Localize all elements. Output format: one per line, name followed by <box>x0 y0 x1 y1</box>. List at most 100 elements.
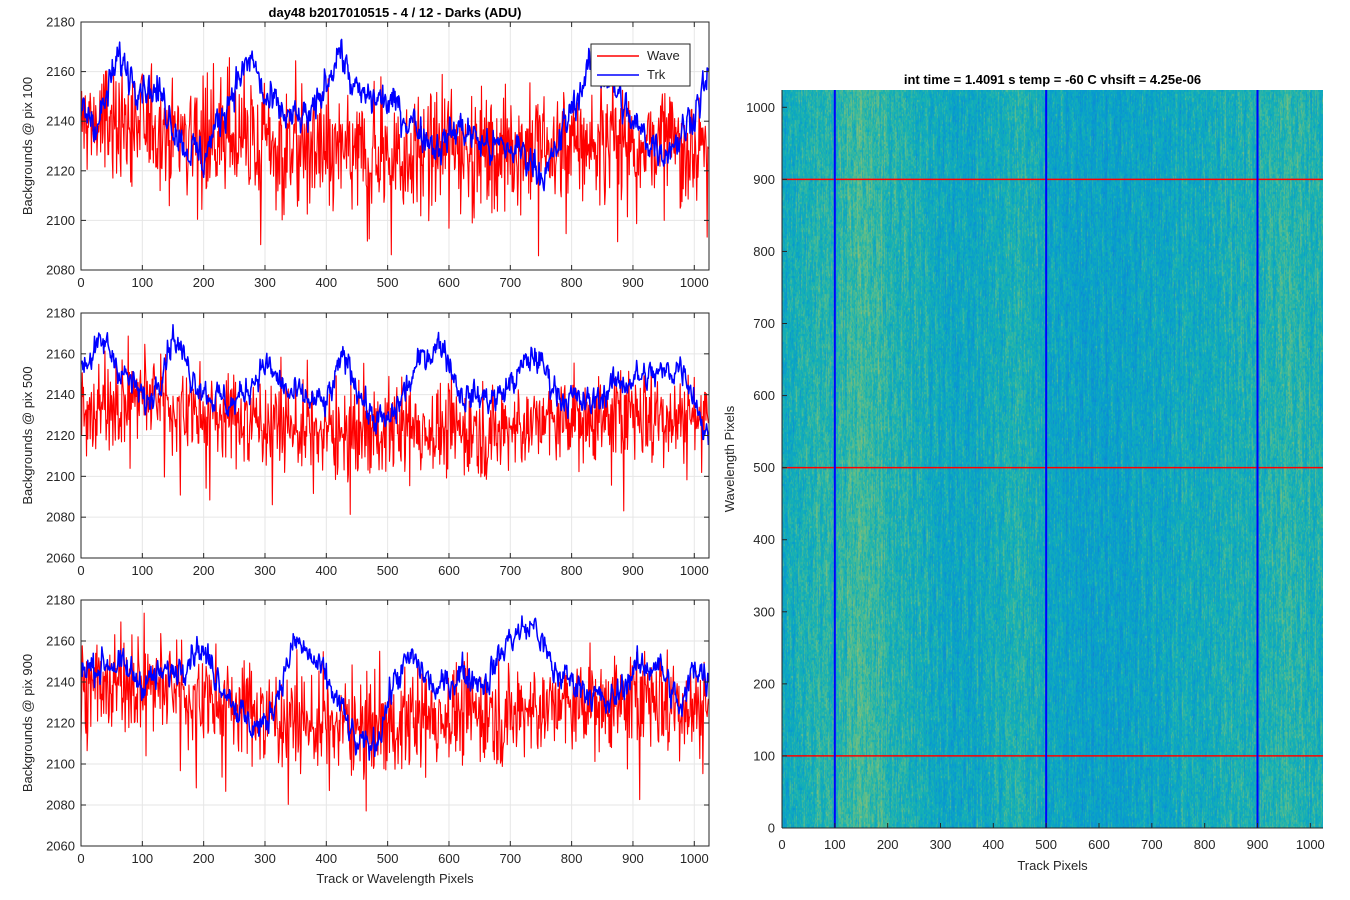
x-tick-label: 200 <box>193 851 215 866</box>
y-tick-label: 2120 <box>46 163 75 178</box>
line-chart-pix-500: 0 100 200 300 400 500 600 700 800 900 1000 2060 2080… <box>20 306 710 578</box>
y-tick-label: 2180 <box>46 593 75 608</box>
y-axis-label: Wavelength Pixels <box>722 405 737 512</box>
x-tick-label: 400 <box>315 851 337 866</box>
x-tick-label: 900 <box>622 563 644 578</box>
x-tick-label: 900 <box>622 275 644 290</box>
x-tick-label: 100 <box>824 837 846 852</box>
x-tick-label: 300 <box>254 275 276 290</box>
y-tick-label: 700 <box>753 316 775 331</box>
axes-box <box>80 21 710 271</box>
x-tick-label: 900 <box>1247 837 1269 852</box>
series-line-trk <box>81 615 709 761</box>
heatmap-chart: 0 100 200 300 400 500 600 700 800 900 1000 0 100 200 3… <box>722 72 1325 873</box>
x-tick-label: 600 <box>438 563 460 578</box>
legend-label: Wave <box>647 48 680 63</box>
y-tick-label: 2160 <box>46 64 75 79</box>
x-tick-label: 500 <box>377 851 399 866</box>
x-tick-label: 100 <box>131 563 153 578</box>
legend: Wave Trk <box>590 43 691 87</box>
x-tick-label: 800 <box>561 851 583 866</box>
y-tick-label: 2120 <box>46 428 75 443</box>
y-tick-label: 2100 <box>46 213 75 228</box>
y-tick-label: 2160 <box>46 346 75 361</box>
x-tick-label: 400 <box>315 275 337 290</box>
x-tick-label: 200 <box>193 275 215 290</box>
x-tick-label: 300 <box>930 837 952 852</box>
x-tick-label: 0 <box>77 275 84 290</box>
x-tick-label: 600 <box>438 851 460 866</box>
series-group <box>81 612 709 812</box>
series-line-wave <box>81 612 709 812</box>
legend-label: Trk <box>647 67 666 82</box>
x-tick-label: 300 <box>254 851 276 866</box>
y-tick-label: 800 <box>753 244 775 259</box>
x-tick-label: 800 <box>561 275 583 290</box>
x-tick-label: 700 <box>499 851 521 866</box>
series-line-trk <box>81 324 709 446</box>
y-tick-label: 2100 <box>46 469 75 484</box>
x-tick-label: 200 <box>193 563 215 578</box>
axes-box <box>80 312 710 559</box>
axes-box <box>80 599 710 847</box>
chart-title: int time = 1.4091 s temp = -60 C vhsift … <box>904 72 1201 87</box>
y-tick-label: 900 <box>753 172 775 187</box>
x-tick-label: 600 <box>438 275 460 290</box>
x-tick-label: 1000 <box>680 563 709 578</box>
y-tick-label: 2180 <box>46 15 75 30</box>
chart-title: day48 b2017010515 - 4 / 12 - Darks (ADU) <box>269 5 522 20</box>
x-tick-label: 100 <box>131 851 153 866</box>
y-axis-label: Backgrounds @ pix 500 <box>20 366 35 504</box>
x-tick-label: 700 <box>499 563 521 578</box>
x-axis-label: Track or Wavelength Pixels <box>316 871 474 886</box>
x-tick-label: 700 <box>499 275 521 290</box>
y-axis-label: Backgrounds @ pix 900 <box>20 654 35 792</box>
y-tick-label: 300 <box>753 604 775 619</box>
y-tick-label: 100 <box>753 748 775 763</box>
y-tick-label: 2080 <box>46 510 75 525</box>
y-tick-label: 2080 <box>46 798 75 813</box>
y-tick-label: 2180 <box>46 306 75 321</box>
x-tick-label: 900 <box>622 851 644 866</box>
x-tick-label: 700 <box>1141 837 1163 852</box>
x-axis-label: Track Pixels <box>1017 858 1088 873</box>
y-tick-label: 2140 <box>46 387 75 402</box>
y-tick-label: 2060 <box>46 551 75 566</box>
x-tick-label: 800 <box>1194 837 1216 852</box>
heatmap-image <box>782 90 1323 828</box>
y-tick-label: 2140 <box>46 675 75 690</box>
y-tick-label: 400 <box>753 532 775 547</box>
y-tick-label: 2100 <box>46 757 75 772</box>
x-tick-label: 0 <box>77 563 84 578</box>
y-tick-label: 0 <box>768 821 775 836</box>
x-tick-label: 600 <box>1088 837 1110 852</box>
y-tick-label: 200 <box>753 676 775 691</box>
y-tick-label: 2120 <box>46 716 75 731</box>
heatmap-canvas <box>782 90 1323 828</box>
x-tick-label: 1000 <box>1296 837 1325 852</box>
series-group <box>81 324 709 515</box>
x-tick-label: 1000 <box>680 275 709 290</box>
x-tick-label: 800 <box>561 563 583 578</box>
x-tick-label: 400 <box>982 837 1004 852</box>
x-tick-label: 100 <box>131 275 153 290</box>
line-chart-pix-900: 0 100 200 300 400 500 600 700 800 900 1000 2060 2080… <box>20 593 710 886</box>
y-tick-label: 600 <box>753 388 775 403</box>
overlay-lines <box>782 90 1323 828</box>
y-tick-label: 1000 <box>746 100 775 115</box>
x-tick-label: 500 <box>377 275 399 290</box>
y-tick-label: 2160 <box>46 634 75 649</box>
y-axis-label: Backgrounds @ pix 100 <box>20 77 35 215</box>
x-tick-label: 400 <box>315 563 337 578</box>
legend-box <box>590 43 691 87</box>
x-tick-label: 0 <box>778 837 785 852</box>
x-tick-label: 200 <box>877 837 899 852</box>
x-tick-label: 1000 <box>680 851 709 866</box>
x-tick-label: 0 <box>77 851 84 866</box>
x-tick-label: 500 <box>1035 837 1057 852</box>
y-tick-label: 2080 <box>46 263 75 278</box>
line-chart-pix-100: 0 100 200 300 400 500 600 700 800 900 1000 2080 2100… <box>20 5 710 290</box>
series-line-wave <box>81 57 709 257</box>
x-tick-label: 300 <box>254 563 276 578</box>
